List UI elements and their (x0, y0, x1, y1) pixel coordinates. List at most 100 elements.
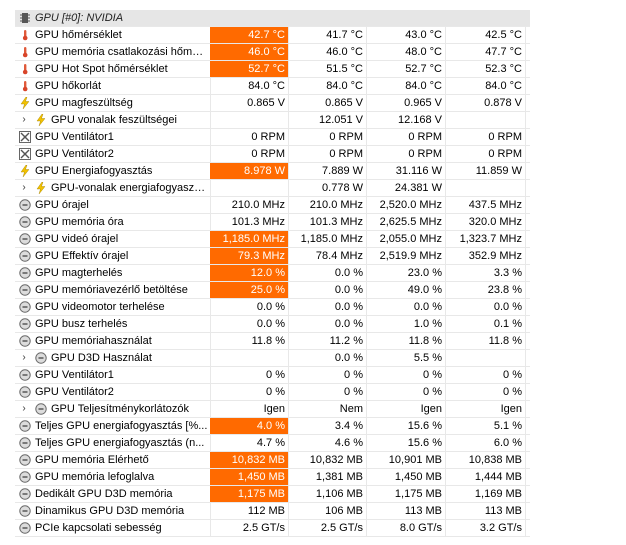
current-value: 0.0 % (256, 301, 285, 313)
max-value: 43.0 °C (405, 29, 442, 41)
max-value: 52.7 °C (405, 63, 442, 75)
clock-icon (19, 216, 31, 228)
max-value: 0.965 V (404, 97, 442, 109)
sensor-label: GPU Ventilátor1 (35, 369, 114, 381)
clock-icon (19, 369, 31, 381)
average-value: 84.0 °C (485, 80, 522, 92)
sensor-row[interactable]: GPU hőkorlát 84.0 °C 84.0 °C 84.0 °C 84.0 °C (15, 78, 530, 95)
sensor-row[interactable]: GPU memóriahasználat 11.8 % 11.2 % 11.8 % 11… (15, 333, 530, 350)
current-value: 42.7 °C (210, 27, 288, 43)
sensor-row[interactable]: Dedikált GPU D3D memória 1,175 MB 1,106 MB… (15, 486, 530, 503)
average-value: 11.859 W (475, 165, 522, 177)
lightning-icon (19, 96, 31, 110)
min-value: 12.051 V (318, 114, 363, 126)
lightning-icon (19, 164, 31, 178)
sensor-row[interactable]: GPU memóriavezérlő betöltése 25.0 % 0.0 % 4… (15, 282, 530, 299)
column-divider (525, 10, 526, 537)
max-value: 113 MB (404, 505, 442, 517)
min-value: 4.6 % (334, 437, 363, 449)
sensor-row[interactable]: GPU memória csatlakozási hőmérs... 46.0 °… (15, 44, 530, 61)
sensor-row[interactable]: GPU busz terhelés 0.0 % 0.0 % 1.0 % 0.1 % (15, 316, 530, 333)
sensor-row[interactable]: GPU órajel 210.0 MHz 210.0 MHz 2,520.0 MHz 4… (15, 197, 530, 214)
sensor-row[interactable]: Dinamikus GPU D3D memória 112 MB 106 MB 113… (15, 503, 530, 520)
thermometer-icon (19, 29, 31, 41)
sensor-row[interactable]: GPU Ventilátor2 0 % 0 % 0 % 0 % (15, 384, 530, 401)
sensor-row[interactable]: GPU videó órajel 1,185.0 MHz 1,185.0 MHz 2,… (15, 231, 530, 248)
max-value: 12.168 V (397, 114, 442, 126)
average-value: 52.3 °C (485, 63, 522, 75)
sensor-row[interactable]: › GPU vonalak feszültségei 12.051 V 12.168 … (15, 112, 530, 129)
max-value: 48.0 °C (405, 46, 442, 58)
clock-icon (19, 335, 31, 347)
sensor-row[interactable]: Teljes GPU energiafogyasztás [%... 4.0 % 3… (15, 418, 530, 435)
clock-icon (19, 284, 31, 296)
sensor-row[interactable]: GPU Hot Spot hőmérséklet 52.7 °C 51.5 °C 52… (15, 61, 530, 78)
average-value: 320.0 MHz (468, 216, 522, 228)
min-value: 78.4 MHz (315, 250, 363, 262)
sensor-row[interactable]: GPU Energiafogyasztás 8.978 W 7.889 W 31.11… (15, 163, 530, 180)
current-value: 1,175 MB (210, 486, 288, 502)
sensor-row[interactable]: GPU Ventilátor2 0 RPM 0 RPM 0 RPM 0 RPM (15, 146, 530, 163)
sensor-label: GPU Hot Spot hőmérséklet (35, 63, 168, 75)
sensor-row[interactable]: GPU magfeszültség 0.865 V 0.865 V 0.965 V 0.… (15, 95, 530, 112)
sensor-row[interactable]: GPU memória lefoglalva 1,450 MB 1,381 MB 1,… (15, 469, 530, 486)
sensor-row[interactable]: GPU memória Elérhető 10,832 MB 10,832 MB 10… (15, 452, 530, 469)
max-value: 0 RPM (408, 131, 442, 143)
sensor-row[interactable]: › GPU D3D Használat 0.0 % 5.5 % (15, 350, 530, 367)
fan-icon (19, 148, 31, 160)
max-value: 15.6 % (407, 437, 442, 449)
clock-icon (19, 318, 31, 330)
sensor-label: GPU magterhelés (35, 267, 123, 279)
sensor-label: GPU Ventilátor2 (35, 386, 114, 398)
min-value: 1,106 MB (315, 488, 363, 500)
average-value: 0 % (503, 386, 522, 398)
sensor-row[interactable]: › GPU Teljesítménykorlátozók Igen Nem Igen Ig… (15, 401, 530, 418)
min-value: 0 RPM (329, 148, 363, 160)
sensor-row[interactable]: GPU magterhelés 12.0 % 0.0 % 23.0 % 3.3 % (15, 265, 530, 282)
current-value: 101.3 MHz (231, 216, 285, 228)
max-value: 10,901 MB (388, 454, 442, 466)
min-value: 0 % (344, 369, 363, 381)
sensor-row[interactable]: GPU hőmérséklet 42.7 °C 41.7 °C 43.0 °C 42.5… (15, 27, 530, 44)
max-value: 15.6 % (407, 420, 442, 432)
sensor-label: GPU D3D Használat (51, 352, 152, 364)
sensor-row[interactable]: GPU Effektív órajel 79.3 MHz 78.4 MHz 2,519… (15, 248, 530, 265)
expand-chevron-icon[interactable]: › (22, 114, 26, 125)
sensor-row[interactable]: GPU videomotor terhelése 0.0 % 0.0 % 0.0 % 0… (15, 299, 530, 316)
sensor-row[interactable]: PCIe kapcsolati sebesség 2.5 GT/s 2.5 GT/s… (15, 520, 530, 537)
expand-chevron-icon[interactable]: › (22, 182, 26, 193)
thermometer-icon (19, 46, 31, 58)
sensor-row[interactable]: GPU Ventilátor1 0 RPM 0 RPM 0 RPM 0 RPM (15, 129, 530, 146)
min-value: 1,185.0 MHz (300, 233, 363, 245)
sensor-label: GPU memória lefoglalva (35, 471, 155, 483)
sensor-row[interactable]: › GPU-vonalak energiafogyasztá... 0.778 W 2… (15, 180, 530, 197)
current-value: 2.5 GT/s (242, 522, 285, 534)
min-value: 0.778 W (322, 182, 363, 194)
min-value: 0 RPM (329, 131, 363, 143)
sensor-row[interactable]: Teljes GPU energiafogyasztás (n... 4.7 % 4… (15, 435, 530, 452)
average-value: 0 RPM (488, 148, 522, 160)
column-divider (288, 10, 289, 537)
sensor-row[interactable]: GPU memória óra 101.3 MHz 101.3 MHz 2,625.5… (15, 214, 530, 231)
fan-icon (19, 131, 31, 143)
min-value: 11.2 % (329, 335, 363, 347)
expand-chevron-icon[interactable]: › (22, 352, 26, 363)
max-value: 31.116 W (395, 165, 442, 177)
sensor-row[interactable]: GPU Ventilátor1 0 % 0 % 0 % 0 % (15, 367, 530, 384)
min-value: 106 MB (325, 505, 363, 517)
gpu-group-header[interactable]: GPU [#0]: NVIDIA (15, 10, 530, 27)
average-value: 352.9 MHz (468, 250, 522, 262)
sensor-label: GPU busz terhelés (35, 318, 128, 330)
min-value: 51.5 °C (326, 63, 363, 75)
sensor-label: Dedikált GPU D3D memória (35, 488, 173, 500)
current-value: 11.8 % (251, 335, 285, 347)
current-value: 0 % (266, 386, 285, 398)
clock-icon (19, 488, 31, 500)
max-value: 0 % (423, 369, 442, 381)
average-value: 23.8 % (487, 284, 522, 296)
current-value: 12.0 % (210, 265, 288, 281)
sensor-label: GPU Ventilátor1 (35, 131, 114, 143)
expand-chevron-icon[interactable]: › (22, 403, 26, 414)
sensor-label: GPU memória óra (35, 216, 124, 228)
lightning-icon (35, 113, 47, 127)
